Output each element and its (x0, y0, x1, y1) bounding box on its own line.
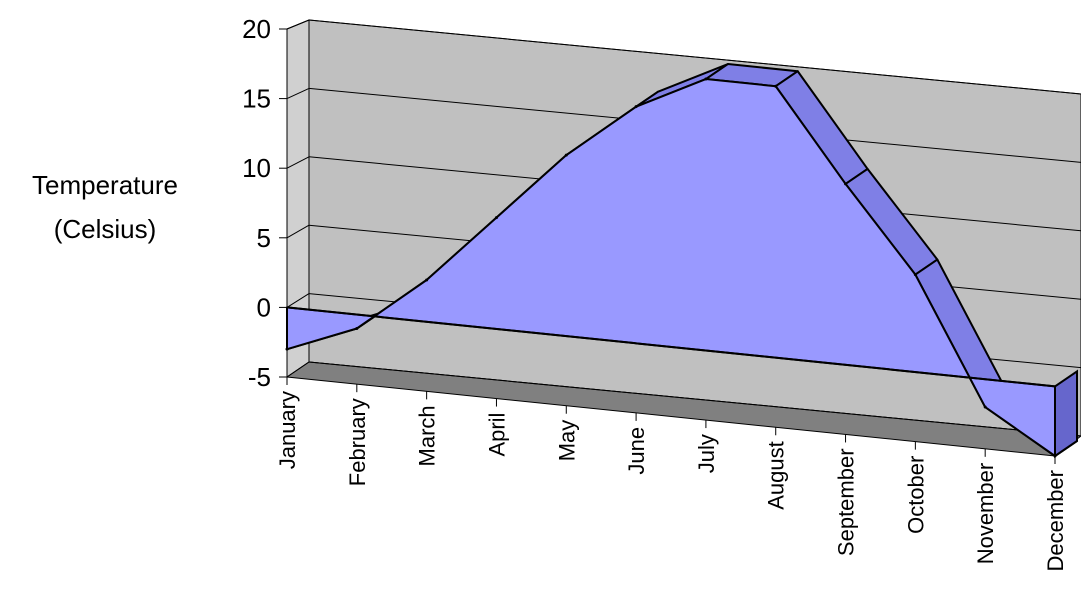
x-tick-label-november: November (973, 463, 998, 564)
y-tick-label: 0 (257, 292, 271, 322)
y-tick-label: 5 (257, 223, 271, 253)
x-tick-label-april: April (484, 413, 509, 457)
data-point-august (774, 84, 778, 88)
x-tick-labels: January February March April May June July Augu… (275, 377, 1068, 571)
x-tick-label-september: September (834, 448, 859, 556)
y-tick-labels: -5 0 5 10 15 20 (242, 14, 287, 392)
gridline-side (286, 293, 310, 308)
data-point-november (983, 405, 987, 409)
x-tick-label-june: June (624, 427, 649, 475)
axes (286, 29, 1056, 388)
x-axis-line (286, 306, 1056, 388)
gridline-side (286, 156, 310, 169)
x-tick-label-february: February (345, 398, 370, 486)
y-axis-label-line-2: (Celsius) (54, 214, 157, 244)
data-point-june (634, 105, 638, 109)
x-tick-label-october: October (903, 456, 928, 534)
x-tick-label-december: December (1043, 470, 1068, 571)
data-point-july (704, 77, 708, 81)
data-point-october (913, 273, 917, 277)
gridline-back (308, 361, 1081, 437)
area-end-cap (1054, 369, 1078, 458)
x-tick-label-july: July (694, 434, 719, 473)
y-tick-label: 15 (242, 84, 271, 114)
data-point-april (494, 216, 498, 220)
y-tick-label: -5 (248, 362, 271, 392)
series-area (285, 63, 1078, 458)
x-tick-label-january: January (275, 391, 300, 469)
data-point-march (425, 278, 429, 282)
data-point-september (844, 182, 848, 186)
y-axis-label-line-1: Temperature (32, 170, 178, 200)
gridline-side (286, 361, 310, 378)
gridline-side (286, 224, 310, 239)
gridline-side (286, 19, 310, 30)
gridline-back (308, 19, 1081, 95)
data-point-february (355, 327, 359, 331)
data-point-may (564, 153, 568, 157)
x-tick-label-may: May (554, 420, 579, 462)
y-tick-label: 10 (242, 153, 271, 183)
gridline-side (286, 87, 310, 100)
x-tick-label-march: March (415, 405, 440, 466)
x-tick-label-august: August (764, 441, 789, 510)
y-tick-label: 20 (242, 14, 271, 44)
